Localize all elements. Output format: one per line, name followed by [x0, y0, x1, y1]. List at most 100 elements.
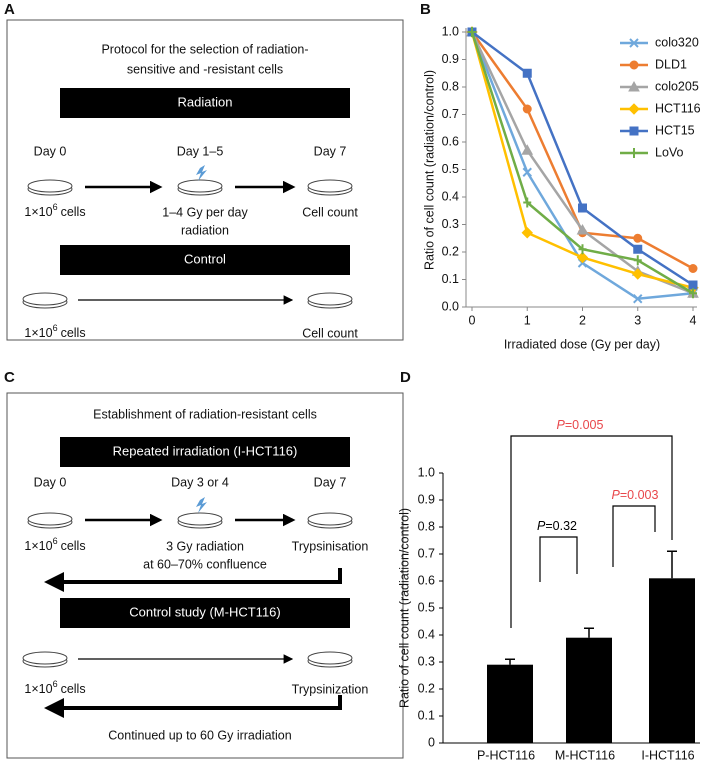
header-bar: [60, 88, 350, 118]
point: [522, 167, 532, 177]
cell-exponent: 6: [53, 323, 58, 333]
legend-label: HCT15: [655, 123, 695, 137]
y-axis-title: Ratio of cell count (radiation/control): [397, 508, 411, 708]
header-bar: [60, 437, 350, 467]
y-tick-label: 0.5: [418, 600, 435, 614]
return-arrow: [44, 695, 342, 718]
point: [629, 38, 639, 48]
header-text: Control: [184, 251, 226, 266]
label: Day 7: [314, 144, 347, 158]
point: [523, 197, 532, 208]
point: [633, 294, 643, 304]
label: Establishment of radiation-resistant cel…: [93, 407, 317, 421]
point: [576, 251, 589, 264]
panel-c-frame: [6, 392, 404, 759]
label: Day 7: [314, 475, 347, 489]
bar: [487, 664, 533, 743]
y-tick-label: 0.8: [442, 79, 459, 93]
point: [688, 264, 698, 273]
y-axis-title: Ratio of cell count (radiation/control): [422, 70, 436, 270]
legend-label: colo320: [655, 35, 699, 49]
error-bar: [667, 550, 677, 579]
label: 1–4 Gy per day: [162, 205, 248, 219]
point: [629, 126, 639, 136]
cell-unit: cells: [61, 205, 86, 219]
x-axis-title: Irradiated dose (Gy per day): [504, 337, 660, 351]
y-tick-label: 0.0: [442, 299, 459, 313]
y-tick-label: 0: [428, 735, 435, 749]
cell-unit: cells: [61, 682, 86, 696]
y-tick-label: 0.9: [442, 52, 459, 66]
cell-exponent: 6: [53, 202, 58, 212]
y-tick-label: 0.8: [418, 519, 435, 533]
x-tick-label: 4: [690, 313, 697, 327]
panel-label: A: [4, 1, 15, 18]
cell-base: 1×10: [24, 539, 52, 553]
cell-count-label: 1×106 cells: [24, 536, 85, 553]
label: Continued up to 60 Gy irradiation: [108, 728, 291, 742]
p-symbol: P: [557, 418, 566, 432]
y-tick-label: 1.0: [418, 465, 435, 479]
label: at 60–70% confluence: [143, 557, 267, 571]
y-tick-label: 0.3: [418, 654, 435, 668]
x-tick-label: 2: [579, 313, 586, 327]
p-value: =0.005: [565, 418, 604, 432]
y-tick-label: 0.6: [418, 573, 435, 587]
point: [521, 144, 534, 155]
dish: [307, 512, 353, 526]
point: [468, 27, 476, 37]
point: [521, 227, 533, 239]
y-tick-label: 0.9: [418, 492, 435, 506]
label: Trypsinisation: [292, 539, 369, 553]
significance-bracket: [612, 505, 656, 567]
cell-base: 1×10: [24, 326, 52, 340]
cell-unit: cells: [61, 326, 86, 340]
cell-count-label: 1×106 cells: [24, 202, 85, 219]
x-tick-label: 1: [524, 313, 531, 327]
bar: [649, 578, 695, 743]
y-tick-label: 0.3: [442, 217, 459, 231]
label: 3 Gy radiation: [166, 539, 244, 553]
header-text: Control study (M-HCT116): [129, 604, 280, 619]
label: Day 0: [34, 475, 67, 489]
point: [633, 233, 643, 243]
label: Cell count: [302, 205, 358, 219]
legend-label: DLD1: [655, 57, 687, 71]
label: sensitive and -resistant cells: [127, 62, 283, 76]
point: [522, 68, 532, 78]
cell-count-label: 1×106 cells: [24, 679, 85, 696]
x-tick-label: 3: [634, 313, 641, 327]
return-arrow: [44, 568, 342, 592]
panel-a-frame: [6, 19, 404, 341]
p-value: =0.32: [545, 519, 577, 533]
cell-exponent: 6: [53, 536, 58, 546]
point: [632, 268, 644, 280]
legend-label: colo205: [655, 79, 699, 93]
point: [633, 255, 642, 266]
point: [688, 280, 698, 290]
y-tick-label: 0.1: [442, 272, 459, 286]
cell-exponent: 6: [53, 679, 58, 689]
lightning-icon: [196, 497, 207, 513]
label: Day 0: [34, 144, 67, 158]
p-value-label: P=0.003: [612, 488, 659, 502]
dish: [22, 651, 68, 665]
y-tick-label: 0.5: [442, 162, 459, 176]
x-tick-label: P-HCT116: [477, 748, 535, 762]
dish: [177, 512, 223, 526]
x-tick-label: 0: [469, 313, 476, 327]
point: [628, 80, 640, 92]
panel-label: B: [420, 1, 431, 18]
label: Trypsinization: [292, 682, 369, 696]
p-value-label: P=0.005: [557, 418, 604, 432]
header-text: Radiation: [178, 94, 233, 109]
panel-label: D: [400, 369, 411, 386]
y-tick-label: 1.0: [442, 24, 459, 38]
p-symbol: P: [537, 519, 546, 533]
lightning-icon: [196, 165, 207, 181]
cell-unit: cells: [61, 539, 86, 553]
point: [629, 60, 639, 70]
bar: [566, 637, 612, 743]
